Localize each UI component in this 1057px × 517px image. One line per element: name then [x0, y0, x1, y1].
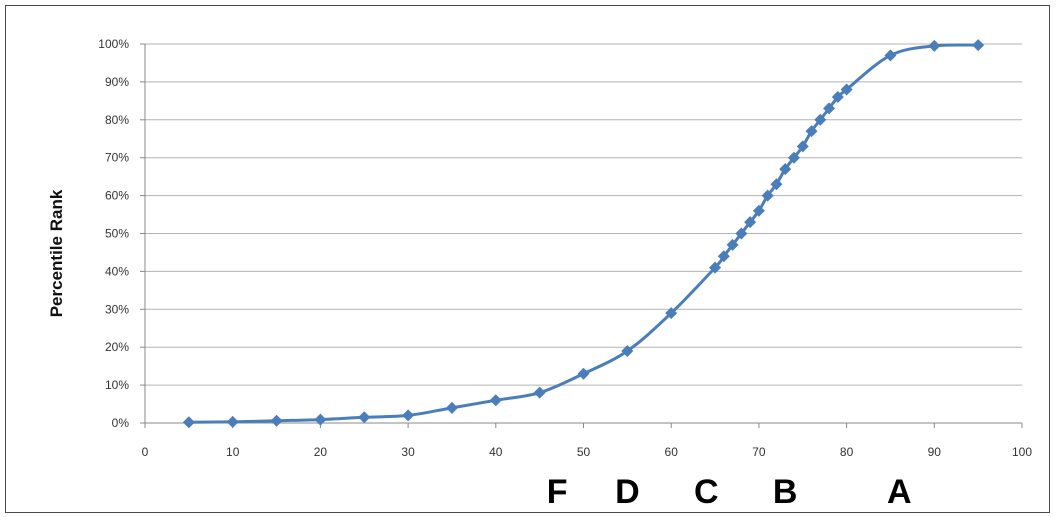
x-tick-label: 0	[142, 445, 149, 459]
y-tick-label: 60%	[105, 189, 129, 203]
data-point-marker	[665, 307, 678, 320]
chart-frame	[5, 5, 1050, 513]
data-point-marker	[761, 189, 774, 202]
data-point-marker	[717, 250, 730, 263]
data-point-marker	[770, 178, 783, 191]
data-point-marker	[779, 163, 792, 176]
grade-label: C	[694, 473, 719, 511]
y-tick-label: 90%	[105, 75, 129, 89]
y-tick-label: 0%	[112, 416, 130, 430]
x-tick-label: 20	[314, 445, 328, 459]
x-tick-labels: 0 10 20 30 40 50 60 70 80 90 100	[142, 445, 1033, 459]
grade-label: B	[773, 473, 798, 511]
data-point-marker	[445, 401, 458, 414]
x-tick-label: 10	[226, 445, 240, 459]
grid-lines	[145, 43, 1022, 386]
data-point-marker	[735, 227, 748, 240]
x-tick-label: 100	[1012, 445, 1032, 459]
data-point-marker	[358, 411, 371, 424]
data-point-marker	[823, 102, 836, 115]
data-point-marker	[831, 91, 844, 104]
data-point-marker	[840, 83, 853, 96]
x-tick-label: 70	[752, 445, 766, 459]
y-tick-label: 50%	[105, 227, 129, 241]
x-tick-label: 40	[489, 445, 503, 459]
data-point-marker	[182, 416, 195, 429]
data-point-marker	[402, 409, 415, 422]
data-point-marker	[709, 261, 722, 274]
data-point-marker	[270, 414, 283, 427]
data-point-marker	[814, 113, 827, 126]
y-tick-label: 10%	[105, 378, 129, 392]
data-point-marker	[928, 39, 941, 52]
data-point-marker	[744, 216, 757, 229]
x-tick-label: 90	[928, 445, 942, 459]
data-point-marker	[577, 367, 590, 380]
y-tick-label: 80%	[105, 113, 129, 127]
y-axis-label: Percentile Rank	[47, 189, 66, 317]
data-point-marker	[621, 344, 634, 357]
x-tick-label: 80	[840, 445, 854, 459]
data-point-marker	[972, 39, 985, 52]
data-point-marker	[489, 394, 502, 407]
data-point-marker	[805, 125, 818, 138]
data-point-marker	[533, 386, 546, 399]
data-point-marker	[796, 140, 809, 153]
x-tick-label: 30	[401, 445, 415, 459]
grade-label: A	[887, 473, 912, 511]
x-tick-label: 50	[577, 445, 591, 459]
grade-label: F	[547, 473, 568, 511]
data-point-marker	[726, 238, 739, 251]
data-point-marker	[314, 413, 327, 426]
series-markers	[182, 39, 985, 429]
x-tick-label: 60	[665, 445, 679, 459]
y-tick-labels: 0% 10% 20% 30% 40% 50% 60% 70% 80% 90% 100%	[98, 37, 129, 430]
y-tick-label: 20%	[105, 340, 129, 354]
y-tick-label: 70%	[105, 151, 129, 165]
axes	[140, 43, 1023, 428]
data-point-marker	[752, 204, 765, 217]
y-tick-label: 40%	[105, 264, 129, 278]
data-point-marker	[884, 49, 897, 62]
y-tick-label: 100%	[98, 37, 129, 51]
grade-label: D	[615, 473, 640, 511]
data-point-marker	[226, 415, 239, 428]
data-point-marker	[787, 151, 800, 164]
y-tick-label: 30%	[105, 302, 129, 316]
